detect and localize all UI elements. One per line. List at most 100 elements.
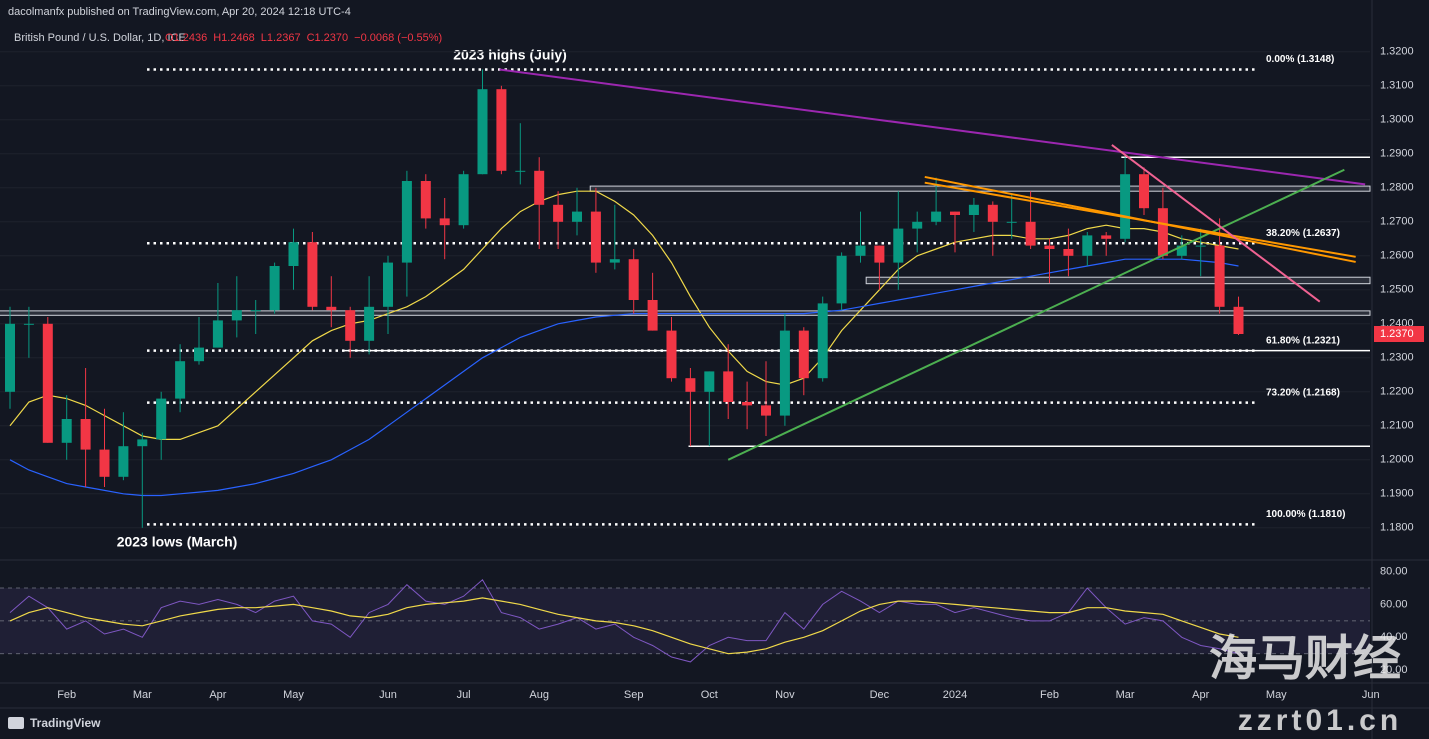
x-tick-label: Apr (1192, 689, 1209, 701)
x-tick-label: Jun (379, 689, 397, 701)
candle-body (572, 211, 582, 222)
x-tick-label: Mar (133, 689, 152, 701)
x-tick-label: Feb (57, 689, 76, 701)
rsi-ma (9, 597, 1239, 655)
x-tick-label: Oct (701, 689, 718, 701)
candle-body (1101, 235, 1112, 239)
candle-body (515, 170, 526, 172)
candle-body (987, 204, 998, 222)
fib-label: 61.80% (1.2321) (1266, 335, 1340, 346)
candle-body (364, 306, 375, 341)
candle-body (817, 303, 828, 379)
y-tick-label: 1.2900 (1380, 148, 1414, 160)
candle-body (269, 266, 280, 311)
candle-body (666, 330, 677, 379)
x-tick-label: Feb (1040, 689, 1059, 701)
y-tick-label: 1.2800 (1380, 182, 1414, 194)
candle-body (99, 449, 110, 477)
x-tick-label: May (283, 689, 304, 701)
fib-label: 100.00% (1.1810) (1266, 509, 1346, 520)
candle-body (194, 347, 204, 362)
candle-body (628, 259, 639, 300)
y-tick-label: 1.2700 (1380, 216, 1414, 228)
moving-average (9, 258, 1239, 497)
trendline (727, 168, 1345, 461)
candle-body (590, 211, 601, 263)
candle-body (685, 378, 696, 392)
watermark: 海马财经 (1209, 633, 1401, 686)
x-tick-label: 2024 (943, 689, 967, 701)
rsi-tick-label: 80.00 (1380, 565, 1408, 577)
candle-body (761, 405, 771, 416)
ohlc-value: L1.2367 (261, 32, 301, 44)
footer: TradingView (30, 716, 101, 730)
x-tick-label: Mar (1116, 689, 1135, 701)
annotation: 2023 lows (March) (117, 534, 238, 550)
candle-body (420, 181, 431, 219)
candle-body (1176, 245, 1187, 256)
candle-body (118, 446, 129, 477)
candle-body (1139, 174, 1149, 209)
candle-body (345, 310, 356, 341)
candle-body (5, 323, 15, 392)
y-tick-label: 1.2000 (1380, 454, 1414, 466)
candle-body (912, 221, 923, 229)
y-tick-label: 1.3100 (1380, 80, 1414, 92)
candle-body (458, 174, 469, 226)
watermark: zzrt01.cn (1238, 704, 1402, 737)
x-tick-label: Aug (529, 689, 549, 701)
symbol: British Pound / U.S. Dollar, 1D, ICE (14, 32, 186, 44)
candle-body (307, 242, 318, 307)
candle-body (742, 402, 753, 406)
ohlc-value: −0.0068 (−0.55%) (354, 32, 442, 44)
candle-body (439, 218, 450, 226)
candle-body (1025, 221, 1036, 246)
candle-body (23, 323, 34, 325)
trendline (924, 181, 1356, 258)
candle-body (156, 398, 167, 440)
candle-body (1044, 245, 1055, 249)
candle-body (137, 439, 148, 447)
rsi-line (9, 579, 1239, 663)
x-tick-label: Sep (624, 689, 644, 701)
candle-body (496, 89, 507, 171)
candle-body (61, 419, 72, 443)
candle-body (1120, 174, 1131, 239)
candle-body (1157, 208, 1168, 256)
rsi-tick-label: 60.00 (1380, 598, 1408, 610)
logo (8, 717, 24, 729)
candle-body (175, 361, 186, 399)
rsi-tick-label: 20.00 (1380, 664, 1408, 676)
candle-body (383, 262, 393, 307)
candle-body (798, 330, 809, 379)
trendline (1111, 144, 1321, 303)
candle-body (723, 371, 734, 402)
candle-body (836, 255, 847, 304)
y-tick-label: 1.2500 (1380, 284, 1414, 296)
candle-body (1063, 249, 1074, 256)
candle-body (231, 310, 242, 321)
candle-body (893, 228, 904, 263)
candle-body (477, 89, 488, 175)
candle-body (250, 310, 261, 312)
candle-body (647, 300, 658, 331)
candle-body (42, 323, 53, 443)
y-tick-label: 1.2600 (1380, 250, 1414, 262)
candle-body (1214, 245, 1225, 307)
trendline (499, 68, 1366, 186)
candle-body (401, 181, 412, 263)
ohlc-value: O1.2436 (165, 32, 207, 44)
candle-body (874, 245, 885, 263)
ohlc-value: C1.2370 (307, 32, 349, 44)
candle-body (704, 371, 715, 392)
x-tick-label: Nov (775, 689, 795, 701)
x-tick-label: May (1266, 689, 1287, 701)
fib-label: 0.00% (1.3148) (1266, 54, 1334, 65)
candle-body (931, 211, 942, 222)
candle-body (326, 306, 337, 311)
annotation: 2023 highs (July) (453, 47, 567, 63)
candle-body (609, 259, 620, 263)
y-tick-label: 1.3000 (1380, 114, 1414, 126)
